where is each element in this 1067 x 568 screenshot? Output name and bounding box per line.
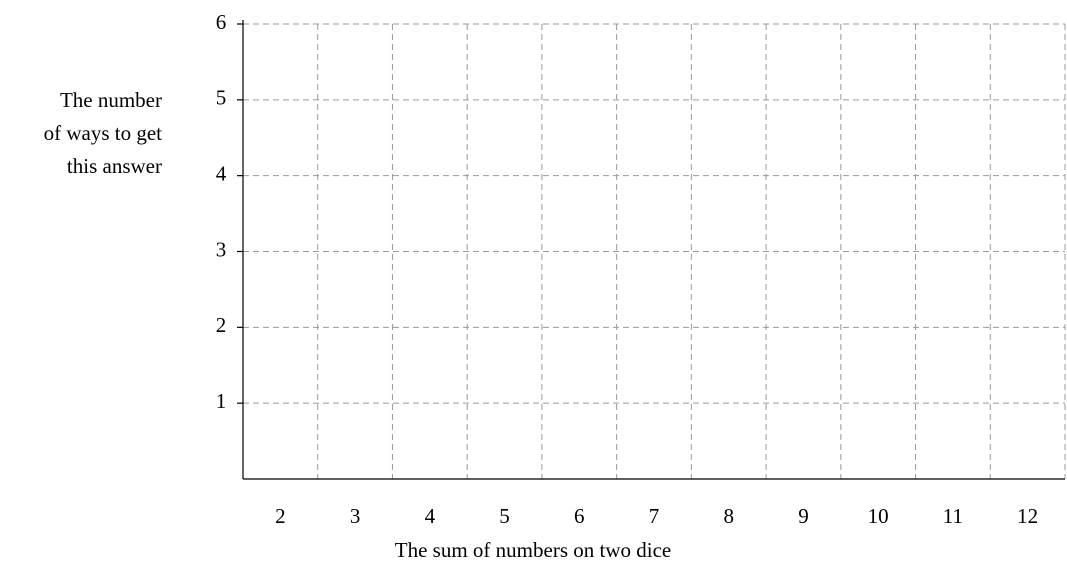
x-tick-label: 11	[943, 504, 963, 528]
x-tick-label: 7	[649, 504, 660, 528]
x-tick-label: 9	[798, 504, 809, 528]
y-axis-label: this answer	[67, 154, 162, 178]
y-tick-label: 5	[216, 86, 227, 110]
y-tick-label: 2	[216, 313, 227, 337]
y-tick-label: 1	[216, 389, 227, 413]
y-tick-label: 4	[216, 161, 227, 185]
y-tick-label: 3	[216, 237, 227, 261]
x-tick-label: 5	[499, 504, 510, 528]
x-tick-label: 10	[868, 504, 889, 528]
y-tick-label: 6	[216, 10, 227, 34]
x-tick-label: 4	[425, 504, 436, 528]
y-axis-label: of ways to get	[44, 121, 163, 145]
x-tick-label: 12	[1017, 504, 1038, 528]
x-tick-label: 3	[350, 504, 361, 528]
x-tick-label: 2	[275, 504, 286, 528]
y-axis-label: The number	[60, 88, 162, 112]
x-tick-label: 6	[574, 504, 585, 528]
x-tick-label: 8	[723, 504, 734, 528]
x-axis-label: The sum of numbers on two dice	[395, 538, 671, 562]
